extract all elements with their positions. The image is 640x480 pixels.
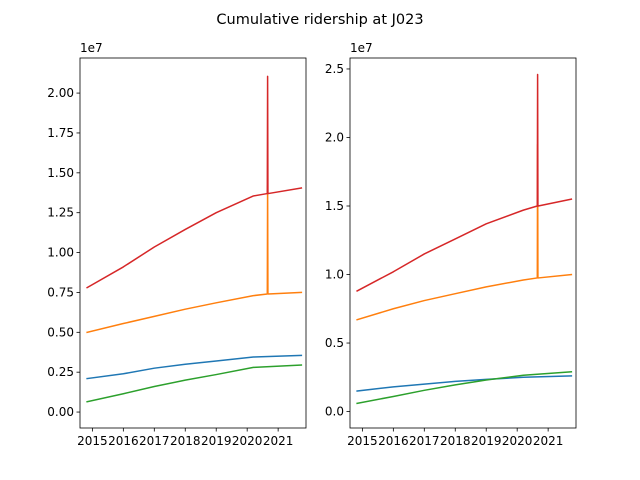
y-tick-label: 0.75 xyxy=(47,285,74,299)
y-tick-label: 0.00 xyxy=(47,405,74,419)
series-line-3 xyxy=(356,73,573,292)
x-tick-label: 2018 xyxy=(170,434,201,448)
x-tick-label: 2021 xyxy=(533,434,564,448)
x-tick-label: 2019 xyxy=(201,434,232,448)
x-tick-label: 2017 xyxy=(409,434,440,448)
series-line-3 xyxy=(86,75,303,289)
series-line-0 xyxy=(86,354,303,380)
series-line-1 xyxy=(86,184,303,334)
x-tick-label: 2018 xyxy=(440,434,471,448)
right-subplot: 2015 2016 2017 2018 2019 2020 2021 0.0 0.5 1.0 1.5… xyxy=(325,41,577,448)
y-tick-label: 1.25 xyxy=(47,206,74,220)
x-tick-label: 2019 xyxy=(471,434,502,448)
y-tick-label: 0.50 xyxy=(47,325,74,339)
chart-title: Cumulative ridership at J023 xyxy=(216,12,423,28)
y-tick-label: 2.0 xyxy=(325,130,344,144)
y-offset-label: 1e7 xyxy=(80,41,103,55)
x-tick-label: 2021 xyxy=(263,434,294,448)
y-tick-label: 1.5 xyxy=(325,199,344,213)
x-tick-label: 2020 xyxy=(502,434,533,448)
series-line-2 xyxy=(86,364,303,403)
left-subplot: 2015 2016 2017 2018 2019 2020 2021 0.00 0.25 0.50… xyxy=(47,41,307,448)
x-tick-label: 2016 xyxy=(378,434,409,448)
x-tick-label: 2017 xyxy=(139,434,170,448)
x-tick-label: 2020 xyxy=(232,434,263,448)
y-tick-label: 0.0 xyxy=(325,405,344,419)
y-tick-label: 1.00 xyxy=(47,246,74,260)
y-tick-label: 1.50 xyxy=(47,166,74,180)
axes-frame xyxy=(79,57,307,429)
y-tick-label: 1.75 xyxy=(47,126,74,140)
series-line-0 xyxy=(356,375,573,392)
x-tick-label: 2016 xyxy=(108,434,139,448)
y-tick-label: 0.5 xyxy=(325,336,344,350)
y-tick-label: 2.00 xyxy=(47,86,74,100)
y-tick-label: 0.25 xyxy=(47,365,74,379)
axes-frame xyxy=(349,57,577,429)
y-offset-label: 1e7 xyxy=(350,41,373,55)
x-tick-label: 2015 xyxy=(77,434,108,448)
series-line-2 xyxy=(356,371,573,405)
series-line-1 xyxy=(356,143,573,321)
x-tick-label: 2015 xyxy=(347,434,378,448)
y-tick-label: 2.5 xyxy=(325,62,344,76)
y-tick-label: 1.0 xyxy=(325,268,344,282)
